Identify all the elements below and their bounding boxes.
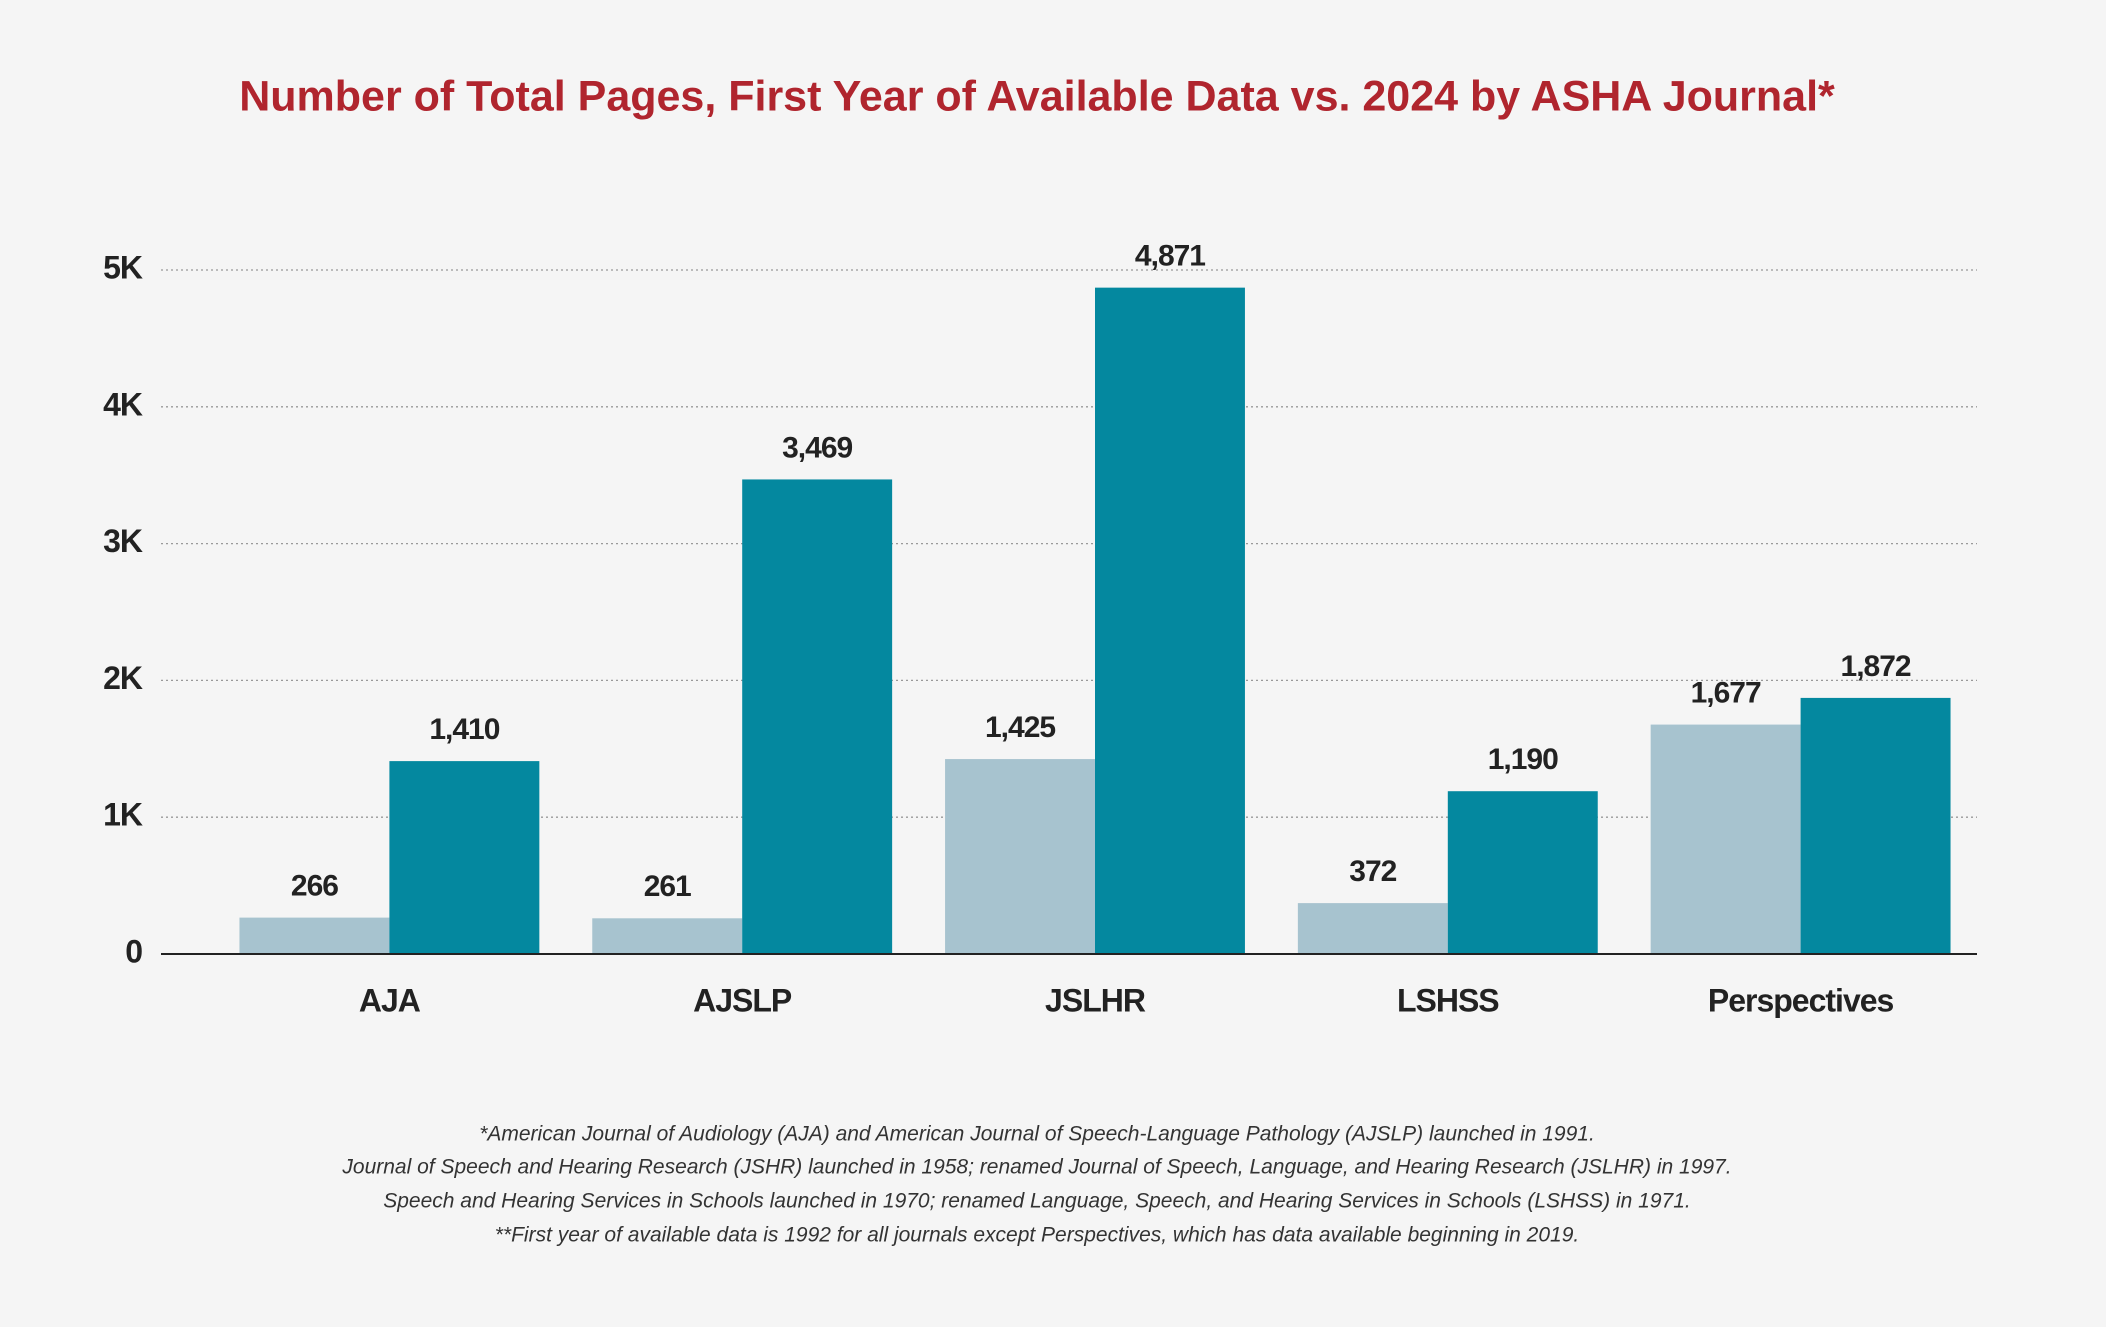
chart-title: Number of Total Pages, First Year of Ava… xyxy=(239,72,1835,120)
value-label: 1,677 xyxy=(1691,677,1761,710)
bar xyxy=(389,761,540,954)
x-tick-label: AJSLP xyxy=(693,982,792,1018)
y-tick-label: 2K xyxy=(103,660,143,696)
bar xyxy=(1447,791,1598,954)
x-tick-label: LSHSS xyxy=(1397,982,1499,1018)
bar xyxy=(945,759,1095,954)
value-label: 261 xyxy=(644,870,691,903)
y-tick-label: 4K xyxy=(103,386,143,422)
bar xyxy=(239,917,390,954)
footnote: **First year of available data is 1992 f… xyxy=(495,1224,1579,1247)
value-label: 1,410 xyxy=(429,713,499,746)
bar xyxy=(592,918,743,954)
bar xyxy=(1095,287,1245,954)
x-tick-label: Perspectives xyxy=(1708,982,1894,1018)
value-label: 4,871 xyxy=(1135,240,1205,273)
value-label: 1,425 xyxy=(985,711,1055,744)
x-tick-label: AJA xyxy=(359,982,421,1018)
bar xyxy=(1297,903,1448,954)
bar xyxy=(1800,697,1951,954)
value-label: 3,469 xyxy=(782,431,852,464)
footnote: *American Journal of Audiology (AJA) and… xyxy=(479,1123,1595,1146)
y-tick-label: 0 xyxy=(125,933,142,969)
bar xyxy=(1650,724,1801,954)
footnote: Journal of Speech and Hearing Research (… xyxy=(341,1156,1731,1179)
value-label: 266 xyxy=(291,870,338,903)
y-tick-label: 5K xyxy=(103,249,143,285)
bar xyxy=(742,479,893,954)
y-tick-label: 3K xyxy=(103,523,143,559)
x-tick-label: JSLHR xyxy=(1045,982,1146,1018)
value-label: 1,190 xyxy=(1488,743,1558,776)
value-label: 372 xyxy=(1349,855,1396,888)
y-tick-label: 1K xyxy=(103,797,143,833)
value-label: 1,872 xyxy=(1841,650,1911,683)
footnote: Speech and Hearing Services in Schools l… xyxy=(383,1190,1691,1213)
